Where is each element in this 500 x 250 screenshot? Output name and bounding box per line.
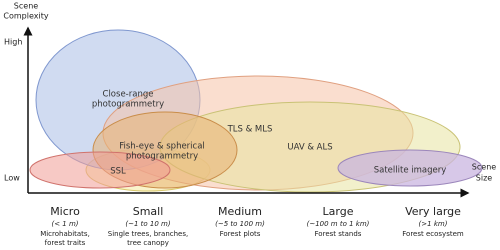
scale-name: Medium bbox=[218, 205, 262, 218]
scale-name: Large bbox=[323, 205, 354, 218]
x-axis-title: Scene bbox=[472, 163, 496, 172]
scale-range: (~5 to 100 m) bbox=[215, 220, 265, 228]
region-label: Fish-eye & spherical bbox=[119, 142, 205, 152]
scale-description: Forest ecosystem bbox=[402, 230, 464, 238]
scale-description: Microhabitats, bbox=[40, 230, 90, 238]
scale-range: (< 1 m) bbox=[51, 220, 78, 228]
y-axis-title: Scene bbox=[14, 2, 38, 11]
region-label: photogrammetry bbox=[92, 100, 164, 110]
region-label: SSL bbox=[110, 167, 126, 177]
scale-range: (>1 km) bbox=[419, 220, 448, 228]
x-axis-title: Size bbox=[476, 174, 493, 183]
scale-description: Single trees, branches, bbox=[108, 230, 188, 238]
scale-name: Small bbox=[133, 205, 164, 218]
y-low: Low bbox=[4, 174, 20, 183]
y-axis-title: Complexity bbox=[3, 12, 48, 21]
scale-name: Micro bbox=[50, 205, 80, 218]
scale-description: forest traits bbox=[45, 239, 86, 247]
scale-description: Forest stands bbox=[315, 230, 362, 238]
scale-name: Very large bbox=[405, 205, 461, 218]
scale-range: (~100 m to 1 km) bbox=[307, 220, 370, 228]
region-label: photogrammetry bbox=[126, 152, 198, 162]
region-label: Satellite imagery bbox=[374, 166, 447, 176]
scale-description: tree canopy bbox=[127, 239, 169, 247]
region-satellite bbox=[337, 149, 483, 187]
region-ssl bbox=[29, 151, 171, 189]
region-label: Close-range bbox=[103, 90, 154, 100]
region-label: TLS & MLS bbox=[227, 125, 273, 135]
scale-range: (~1 to 10 m) bbox=[125, 220, 170, 228]
y-high: High bbox=[4, 38, 22, 47]
region-label: UAV & ALS bbox=[287, 143, 332, 153]
scale-description: Forest plots bbox=[220, 230, 261, 238]
